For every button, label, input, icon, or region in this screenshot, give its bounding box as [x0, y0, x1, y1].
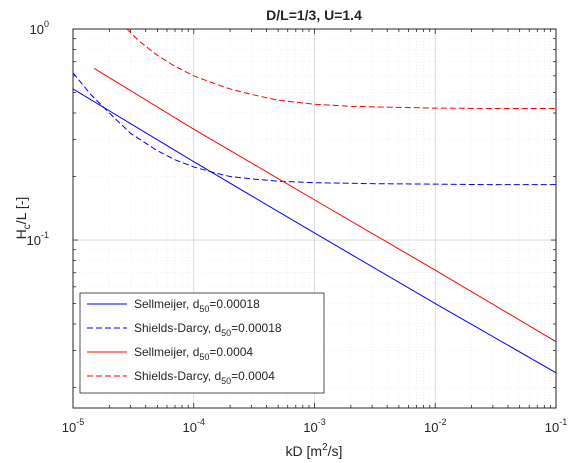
series-lines — [72, 28, 557, 374]
x-tick-label: 10-1 — [545, 417, 567, 435]
x-tick-label: 10-5 — [62, 417, 84, 435]
series-line-4 — [126, 28, 556, 110]
y-tick-label: 10-1 — [27, 230, 49, 248]
chart-title: D/L=1/3, U=1.4 — [266, 7, 362, 23]
series-line-2 — [72, 72, 556, 186]
legend: Sellmeijer, d50=0.00018 Shields-Darcy, d5… — [79, 292, 325, 394]
series-line-3 — [93, 68, 557, 343]
legend-label-4: Shields-Darcy, d50=0.0004 — [134, 369, 275, 386]
y-tick-label: 100 — [30, 19, 49, 37]
legend-box — [79, 292, 325, 394]
x-axis-label: kD [m2/s] — [286, 442, 343, 459]
series-line-1 — [72, 88, 557, 374]
legend-label-3: Sellmeijer, d50=0.0004 — [134, 345, 253, 362]
y-axis-label: Hc/L [-] — [13, 197, 33, 240]
x-tick-label: 10-3 — [303, 417, 325, 435]
axis-ticks: 10-5 10-4 10-3 10-2 10-1 10-1 100 — [27, 19, 568, 435]
x-tick-label: 10-4 — [183, 417, 205, 435]
legend-label-2: Shields-Darcy, d50=0.00018 — [134, 321, 282, 338]
legend-label-1: Sellmeijer, d50=0.00018 — [134, 297, 260, 314]
x-tick-label: 10-2 — [424, 417, 446, 435]
